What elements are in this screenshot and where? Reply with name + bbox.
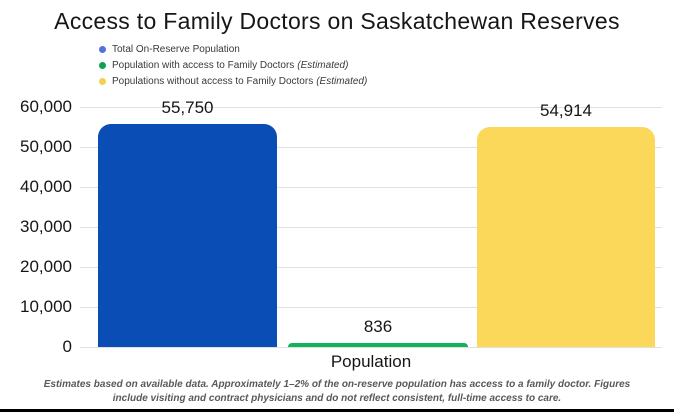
legend-item-without-access: Populations without access to Family Doc… — [99, 73, 367, 89]
y-tick-label: 0 — [62, 337, 72, 356]
gridline — [80, 106, 662, 108]
legend-marker-blue-icon — [99, 45, 106, 53]
bar-value-label: 836 — [363, 317, 393, 336]
legend-label: Populations without access to Family Doc… — [112, 75, 314, 87]
bottom-divider — [0, 409, 674, 412]
bar-group-total-population: 55,750 — [98, 98, 277, 347]
gridline — [80, 226, 662, 228]
bar-value-label: 55,750 — [161, 98, 214, 117]
bar-value-label: 54,914 — [540, 101, 592, 120]
legend-label-suffix: (Estimated) — [316, 75, 368, 87]
legend-marker-yellow-icon — [99, 77, 106, 85]
bar-group-without-access: 54,914 — [477, 101, 655, 347]
bar-without-access — [477, 127, 655, 347]
gridline — [80, 306, 662, 308]
y-tick-label: 40,000 — [20, 177, 72, 196]
gridlines — [80, 106, 662, 348]
legend-label-suffix: (Estimated) — [297, 59, 349, 71]
plot-area: 55,750 836 54,914 — [80, 98, 662, 348]
y-tick-label: 10,000 — [20, 297, 72, 316]
legend-item-total-population: Total On-Reserve Population — [99, 41, 367, 57]
x-axis-label: Population — [330, 352, 412, 371]
gridline — [80, 266, 662, 268]
bar-with-access — [288, 343, 468, 347]
y-tick-label: 60,000 — [20, 97, 72, 116]
y-tick-label: 30,000 — [20, 217, 72, 236]
footnote: Estimates based on available data. Appro… — [43, 379, 631, 404]
legend-marker-green-icon — [99, 61, 106, 69]
y-tick-label: 20,000 — [20, 257, 72, 276]
y-tick-label: 50,000 — [20, 137, 72, 156]
legend-label: Total On-Reserve Population — [112, 43, 240, 55]
bar-group-with-access: 836 — [288, 107, 468, 347]
legend: Total On-Reserve Population Population w… — [99, 41, 367, 89]
chart-title: Access to Family Doctors on Saskatchewan… — [54, 8, 620, 34]
legend-item-with-access: Population with access to Family Doctors… — [99, 57, 367, 73]
gridline — [80, 186, 662, 188]
bar-total-population — [98, 124, 277, 347]
gridline — [80, 346, 662, 348]
gridline — [80, 146, 662, 148]
legend-label: Population with access to Family Doctors — [112, 59, 295, 71]
